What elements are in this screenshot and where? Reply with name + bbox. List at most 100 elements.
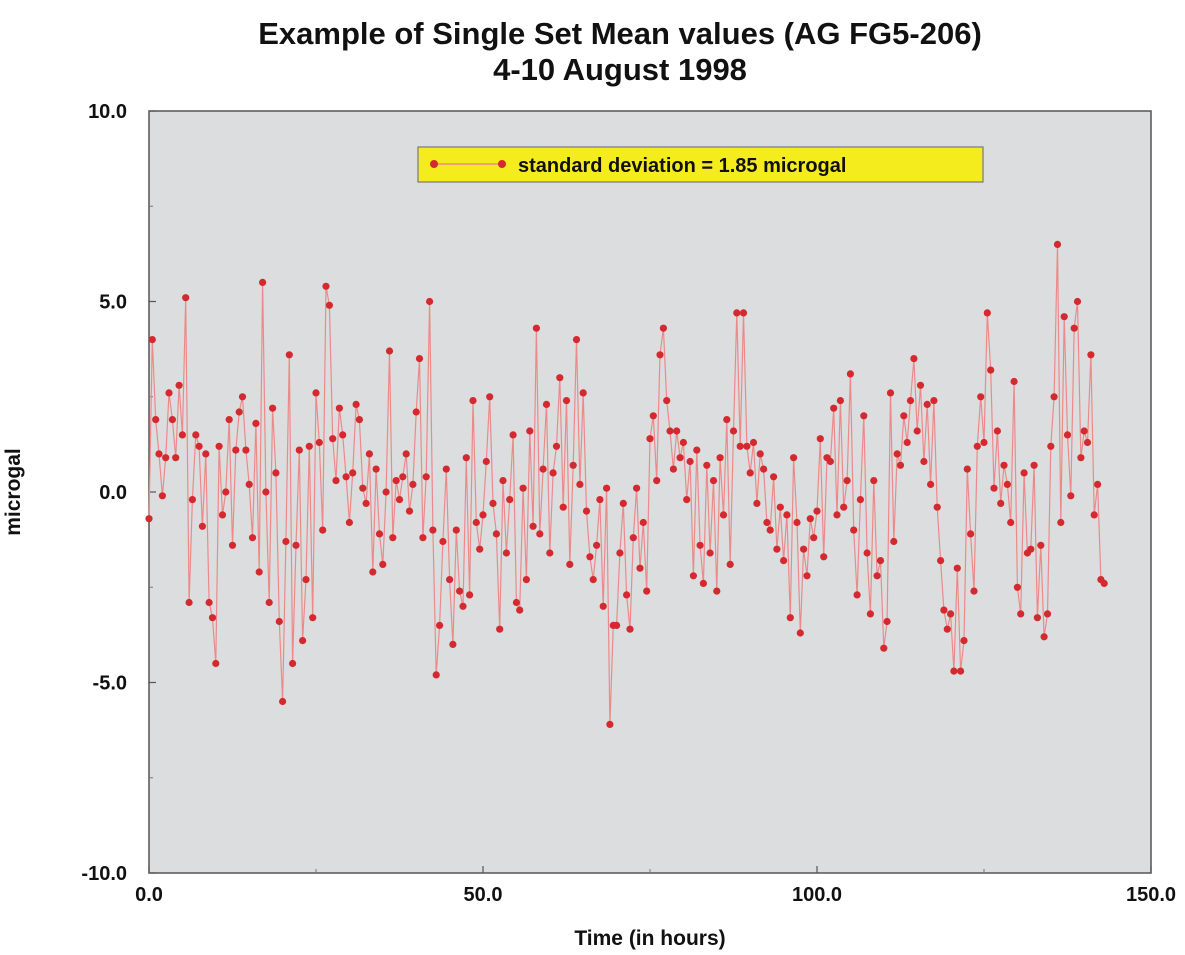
legend-marker <box>430 160 438 168</box>
data-point <box>248 534 257 542</box>
data-point <box>188 496 196 504</box>
data-point <box>315 438 323 447</box>
data-point <box>820 553 828 561</box>
data-point <box>957 667 965 675</box>
data-point <box>519 484 527 492</box>
data-point <box>182 294 190 302</box>
x-tick-label: 100.0 <box>792 884 842 906</box>
data-point <box>659 324 668 332</box>
chart-title: Example of Single Set Mean values (AG FG… <box>258 16 982 51</box>
data-point <box>1050 393 1058 401</box>
y-tick-labels: -10.0 -5.0 0.0 5.0 10.0 <box>81 101 127 885</box>
data-point <box>1080 427 1088 435</box>
data-point <box>365 450 373 458</box>
data-point <box>292 541 300 549</box>
data-point <box>676 454 684 462</box>
data-point <box>459 602 467 610</box>
data-point <box>202 450 210 458</box>
data-point <box>372 465 380 473</box>
data-point <box>739 309 748 317</box>
data-point <box>436 621 444 630</box>
data-point <box>342 473 350 481</box>
data-point <box>1077 454 1085 462</box>
data-point <box>185 598 193 607</box>
data-point <box>963 465 971 473</box>
data-point <box>973 442 981 450</box>
data-point <box>262 488 270 496</box>
data-point <box>743 442 751 450</box>
data-point <box>452 526 460 534</box>
data-point <box>379 560 387 569</box>
data-point <box>395 496 404 504</box>
data-point <box>843 477 851 485</box>
data-point <box>222 488 230 496</box>
data-point <box>689 572 698 580</box>
data-point <box>716 454 724 462</box>
x-tick-labels: 0.0 50.0 100.0 150.0 <box>135 884 1176 906</box>
data-point <box>532 324 541 332</box>
data-point <box>810 534 818 542</box>
data-point <box>850 526 858 534</box>
data-point <box>860 412 868 420</box>
data-point <box>940 606 948 614</box>
legend-marker <box>498 160 506 168</box>
data-point <box>816 435 824 443</box>
legend: standard deviation = 1.85 microgal <box>417 146 984 183</box>
data-point <box>967 530 975 538</box>
data-point <box>863 549 871 557</box>
data-point <box>616 549 624 557</box>
data-point <box>496 625 504 633</box>
data-point <box>833 511 841 519</box>
data-point <box>345 518 353 527</box>
data-point <box>876 557 885 565</box>
y-tick-label: -10.0 <box>81 863 127 885</box>
data-point <box>736 442 744 450</box>
data-point <box>686 457 694 466</box>
data-point <box>1100 579 1108 588</box>
data-point <box>245 480 253 488</box>
data-point <box>589 576 597 584</box>
data-point <box>579 389 587 397</box>
data-point <box>656 351 664 359</box>
data-point <box>235 408 243 416</box>
y-tick-label: 5.0 <box>99 292 127 314</box>
data-point <box>836 397 845 405</box>
y-tick-label: -5.0 <box>93 673 127 695</box>
data-point <box>980 438 988 447</box>
data-point <box>1067 492 1075 500</box>
data-point <box>479 511 487 519</box>
data-point <box>369 568 377 576</box>
data-point <box>776 503 784 511</box>
data-point <box>382 488 390 496</box>
data-point <box>1037 541 1045 549</box>
data-point <box>476 545 484 553</box>
data-point <box>165 389 173 397</box>
data-point <box>529 522 537 530</box>
data-point <box>896 461 905 469</box>
data-point <box>890 537 898 546</box>
data-point <box>352 400 360 408</box>
data-point <box>462 454 470 462</box>
data-point <box>539 465 547 473</box>
data-point <box>756 450 764 458</box>
data-point <box>192 431 200 439</box>
data-point <box>329 435 337 443</box>
data-point <box>509 431 517 439</box>
data-point <box>349 469 357 477</box>
y-axis-label: microgal <box>2 448 25 536</box>
plot-area <box>148 110 1152 874</box>
data-point <box>780 557 788 565</box>
data-point <box>599 602 607 610</box>
data-point <box>168 416 176 424</box>
data-point <box>332 477 340 485</box>
data-point <box>796 629 804 637</box>
data-point <box>582 507 591 515</box>
data-point <box>1033 614 1041 622</box>
data-point <box>422 473 430 481</box>
data-point <box>726 560 734 569</box>
data-point <box>603 484 611 492</box>
data-point <box>793 518 801 527</box>
data-point <box>1010 377 1018 386</box>
data-point <box>873 572 881 580</box>
